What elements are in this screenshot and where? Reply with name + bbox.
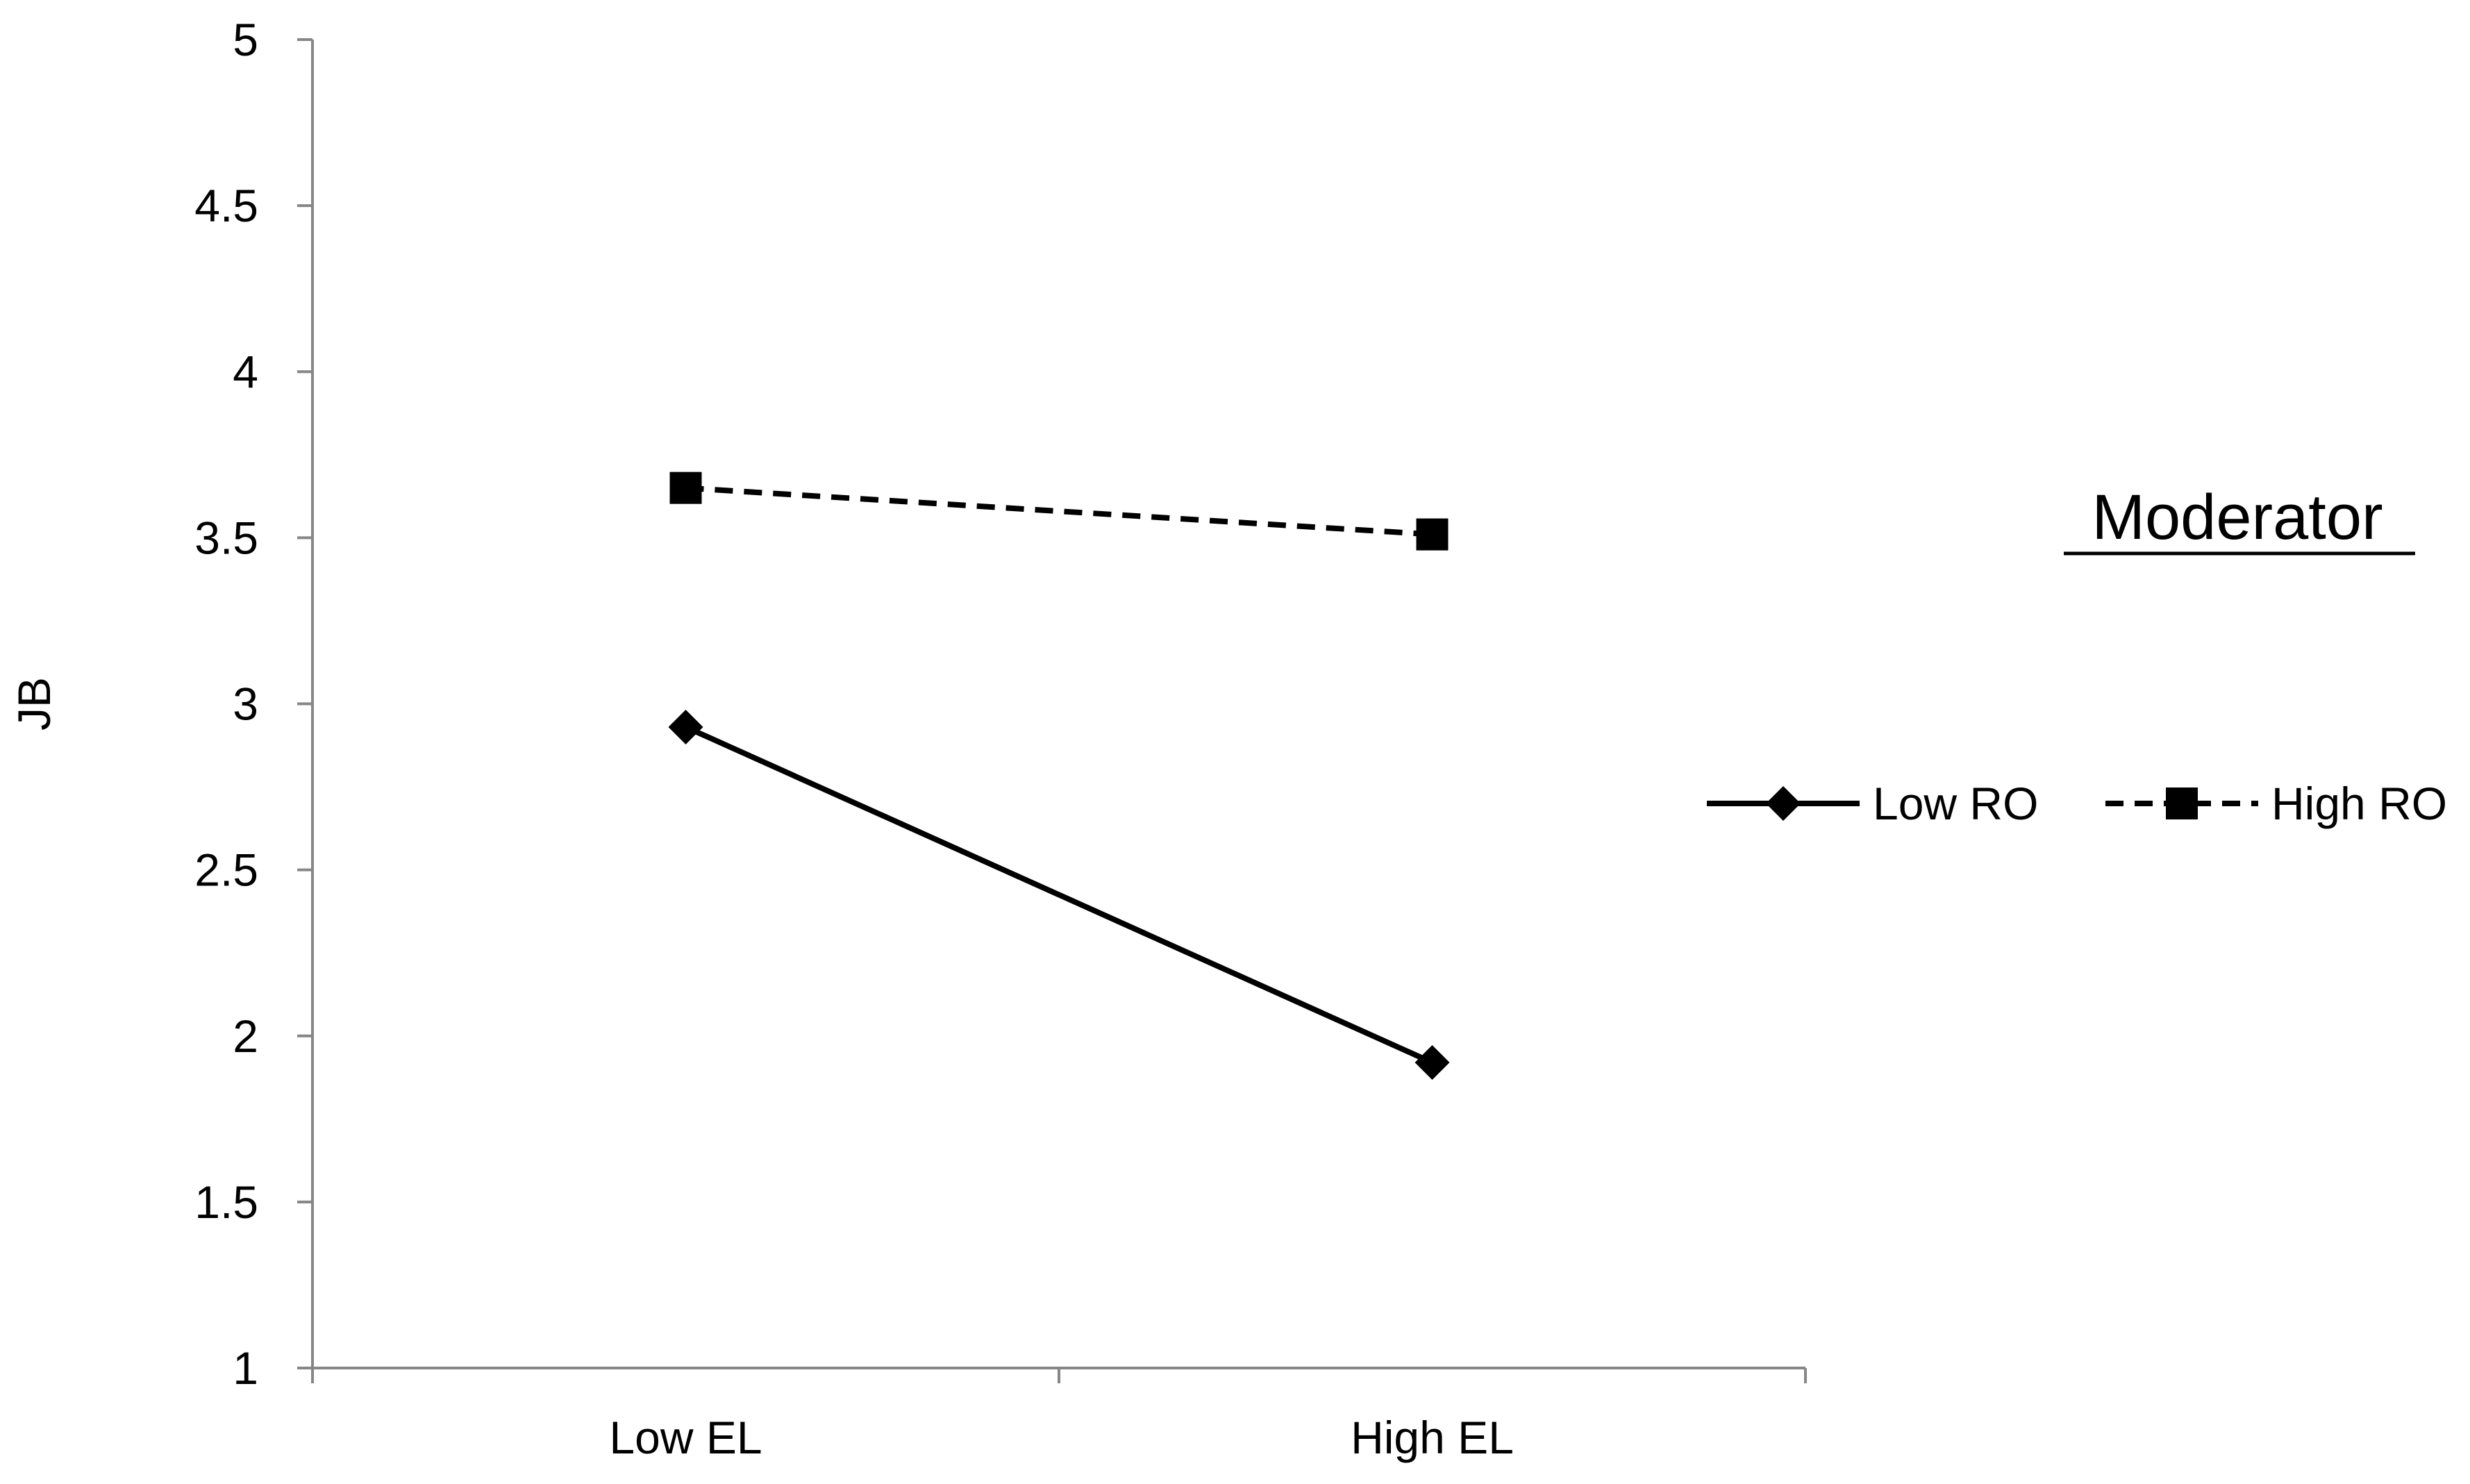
y-tick-label: 4.5 [194,180,258,231]
legend-title: Moderator [2092,482,2383,553]
x-axis-ticks: Low EL High EL [311,1368,1807,1463]
series-line [684,724,1434,1065]
y-tick-label: 2 [233,1010,258,1062]
x-tick-label: High EL [1351,1412,1514,1463]
y-axis-ticks: 1 1.5 2 2.5 3 3.5 4 4.5 5 [194,14,312,1394]
y-tick-label: 3.5 [194,512,258,563]
y-tick-label: 1.5 [194,1176,258,1228]
series-low-ro [668,709,1450,1081]
y-tick-label: 1 [233,1342,258,1394]
data-point [1416,518,1449,551]
series-line [685,485,1433,537]
legend-label: High RO [2271,778,2447,829]
legend-entry-high-ro: High RO [2105,778,2447,829]
data-point [668,709,703,744]
series-group [668,472,1450,1081]
legend: Moderator Low RO High RO [1707,482,2447,829]
legend-entry-low-ro: Low RO [1707,778,2038,829]
series-high-ro [669,472,1449,551]
x-tick-label: Low EL [609,1412,762,1463]
y-tick-label: 3 [233,678,258,730]
y-axis-title: JB [8,677,60,731]
legend-label: Low RO [1873,778,2038,829]
legend-marker [1766,786,1801,821]
legend-marker [2166,787,2198,819]
y-tick-label: 5 [233,14,258,65]
y-tick-label: 2.5 [194,844,258,896]
y-tick-label: 4 [233,346,258,397]
data-point [1415,1045,1450,1081]
axes [311,40,1805,1369]
data-point [669,472,702,504]
